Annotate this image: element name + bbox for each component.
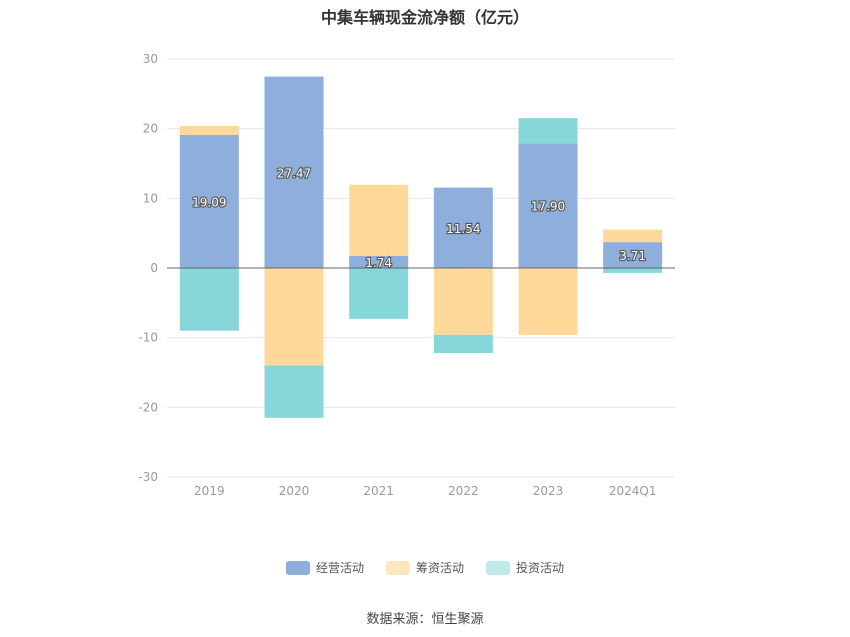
chart-title: 中集车辆现金流净额（亿元） [320,8,529,27]
bar-investing-2023 [518,118,578,144]
x-tick-label: 2022 [448,484,479,498]
y-tick-label: -10 [138,331,158,345]
bar-operating-2019 [179,135,239,268]
x-tick-label: 2024Q1 [609,484,657,498]
legend-swatch-investing [486,560,510,575]
bar-operating-2024Q1 [603,242,663,268]
x-tick-label: 2023 [533,484,564,498]
bar-operating-2021 [349,255,409,268]
data-label-operating: 3.71 [619,249,646,263]
y-tick-label: -30 [138,470,158,484]
bar-investing-2022 [433,334,493,353]
bar-financing-2019 [179,125,239,136]
data-label-operating: 19.09 [192,196,226,210]
y-tick-label: 0 [150,261,158,275]
legend-label-investing: 投资活动 [516,561,565,575]
y-tick-label: -20 [138,400,158,414]
legend-item-operating[interactable]: 经营活动 [285,559,364,576]
y-tick-label: 30 [143,52,158,66]
legend-item-investing[interactable]: 投资活动 [486,559,564,576]
bar-financing-2022 [433,268,493,335]
y-tick-label: 10 [143,191,158,205]
data-label-operating: 11.54 [446,222,480,236]
data-label-operating: 1.74 [365,256,392,270]
bar-financing-2020 [264,268,324,366]
x-tick-label: 2021 [363,484,394,498]
legend-label-operating: 经营活动 [315,561,364,575]
bar-investing-2021 [349,268,409,319]
data-label-layer: 19.09 27.47 1.74 11.54 17.90 3.71 [191,165,647,271]
axis-layer: 30 20 10 0 -10 -20 -30 2019 2020 2021 2022 2023 2024… [138,52,675,498]
legend-item-financing[interactable]: 筹资活动 [385,559,464,576]
x-tick-label: 2019 [194,484,225,498]
bar-financing-2024Q1 [603,229,663,243]
bar-investing-2020 [264,365,324,418]
bar-financing-2021 [349,184,409,256]
data-label-operating: 17.90 [531,200,565,214]
legend: 经营活动 筹资活动 投资活动 [0,559,850,576]
bar-operating-2020 [264,76,324,268]
bar-operating-2023 [518,143,578,268]
bar-investing-2019 [179,268,239,331]
bar-operating-2022 [433,187,493,268]
legend-swatch-financing [385,560,410,575]
grid-layer [167,58,675,478]
bar-financing-2023 [518,268,578,335]
y-tick-label: 20 [143,122,158,136]
legend-swatch-operating [285,560,310,575]
x-tick-label: 2020 [279,484,310,498]
bar-investing-2024Q1 [603,268,663,273]
bar-layer [179,76,663,418]
legend-label-financing: 筹资活动 [415,561,464,575]
data-source: 数据来源：恒生聚源 [366,612,484,627]
data-label-operating: 27.47 [277,166,311,180]
